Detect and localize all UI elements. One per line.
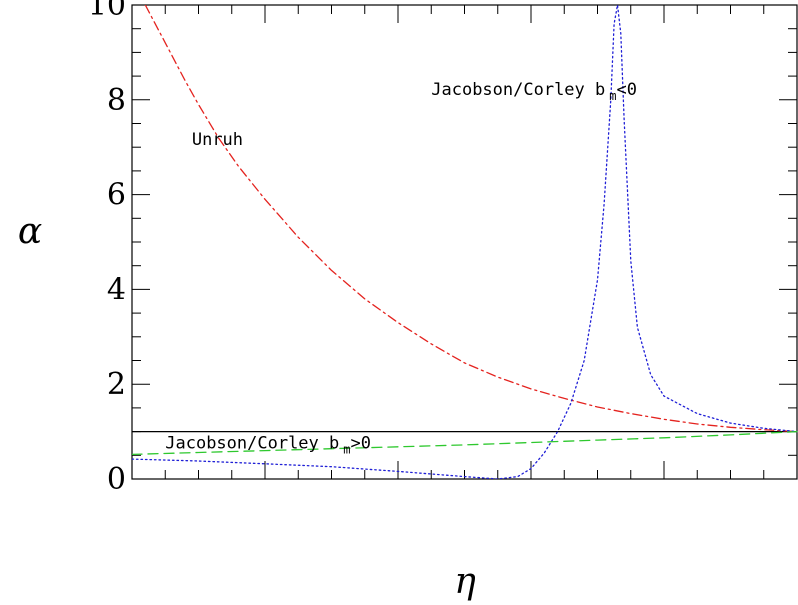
y-tick-labels: 0 2 4 6 8 10 <box>88 0 126 497</box>
y-tick-label: 2 <box>107 367 126 402</box>
annotations: Unruh Jacobson/Corley b m<0 Jacobson/Corley… <box>165 80 637 457</box>
jacobson-corley-positive-curve <box>132 430 798 456</box>
unruh-curve <box>144 5 798 433</box>
annotation-unruh: Unruh <box>192 130 243 150</box>
x-axis-label: η <box>454 561 476 602</box>
jacobson-corley-negative-curve <box>132 5 798 479</box>
axes <box>131 4 798 480</box>
annotation-jacobson-corley-negative: Jacobson/Corley b m<0 <box>431 80 637 103</box>
plot-frame <box>131 4 798 480</box>
series-layer <box>132 5 798 479</box>
annotation-jacobson-corley-positive: Jacobson/Corley b m>0 <box>165 434 371 457</box>
y-tick-label: 0 <box>107 462 126 497</box>
y-tick-label: 10 <box>88 0 126 23</box>
ticks <box>131 4 798 480</box>
y-axis-label: α <box>18 211 42 252</box>
y-tick-label: 4 <box>107 272 126 307</box>
y-tick-label: 6 <box>107 178 126 213</box>
y-tick-label: 8 <box>107 83 126 118</box>
